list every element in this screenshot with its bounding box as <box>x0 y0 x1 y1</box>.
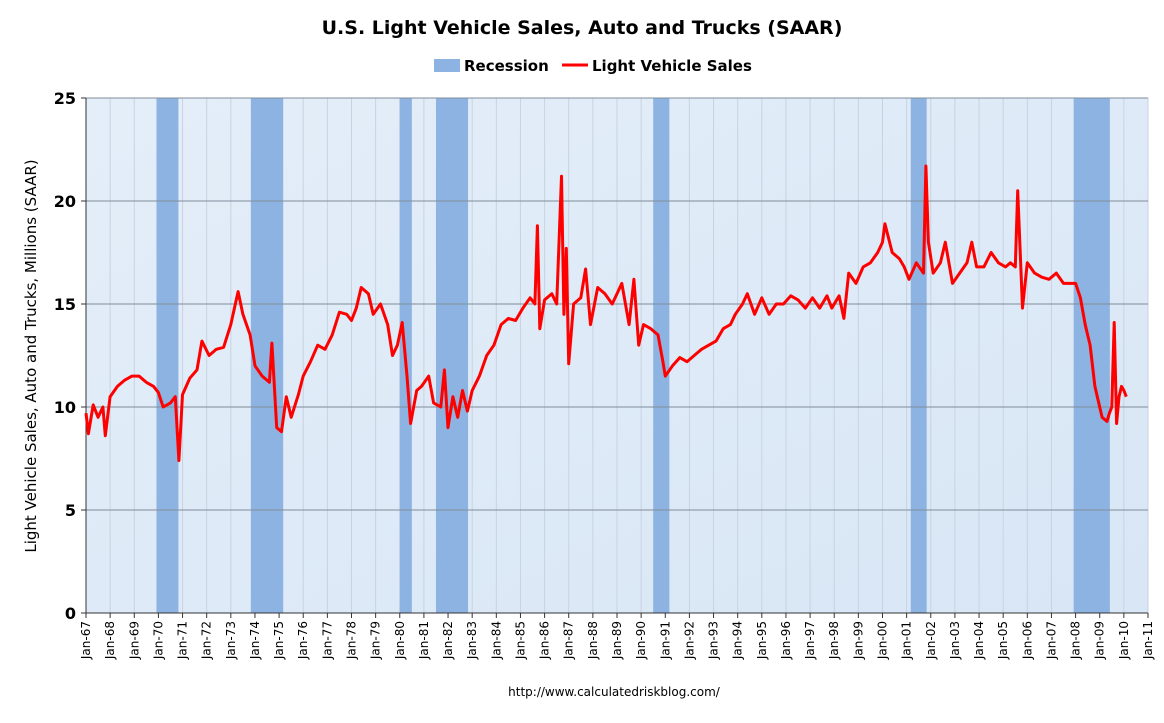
x-tick-label: Jan-70 <box>151 621 165 660</box>
recession-band <box>910 98 927 613</box>
x-tick-label: Jan-72 <box>200 621 214 660</box>
legend-label: Recession <box>464 57 549 75</box>
x-tick-label: Jan-74 <box>248 621 262 660</box>
source: http://www.calculatedriskblog.com/ <box>508 685 721 699</box>
x-tick-label: Jan-04 <box>972 621 986 660</box>
x-tick-label: Jan-87 <box>562 621 576 660</box>
x-tick-label: Jan-84 <box>489 621 503 660</box>
x-tick-label: Jan-96 <box>779 621 793 660</box>
x-tick-label: Jan-88 <box>586 621 600 660</box>
x-tick-label: Jan-95 <box>755 621 769 660</box>
recession-band <box>250 98 284 613</box>
x-tick-label: Jan-83 <box>465 621 479 660</box>
y-tick-label: 10 <box>54 398 76 417</box>
x-tick-label: Jan-93 <box>707 621 721 660</box>
x-tick-label: Jan-80 <box>393 621 407 660</box>
x-tick-label: Jan-71 <box>176 621 190 660</box>
x-tick-label: Jan-00 <box>876 621 890 660</box>
x-tick-label: Jan-01 <box>900 621 914 660</box>
x-tick-label: Jan-67 <box>79 621 93 660</box>
x-tick-label: Jan-06 <box>1020 621 1034 660</box>
y-tick-label: 25 <box>54 89 76 108</box>
y-tick-label: 15 <box>54 295 76 314</box>
series-line <box>84 164 1128 463</box>
x-tick-label: Jan-82 <box>441 621 455 660</box>
recession-band <box>156 98 179 613</box>
x-tick-label: Jan-91 <box>658 621 672 660</box>
y-tick-label: 0 <box>65 604 76 623</box>
x-tick-label: Jan-86 <box>538 621 552 660</box>
x-tick-label: Jan-09 <box>1093 621 1107 660</box>
x-tick-label: Jan-75 <box>272 621 286 660</box>
x-tick-label: Jan-02 <box>924 621 938 660</box>
x-tick-label: Jan-78 <box>345 621 359 660</box>
x-tick-label: Jan-97 <box>803 621 817 660</box>
x-tick-label: Jan-03 <box>948 621 962 660</box>
x-tick-label: Jan-85 <box>513 621 527 660</box>
x-tick-label: Jan-90 <box>634 621 648 660</box>
x-tick-label: Jan-68 <box>103 621 117 660</box>
x-tick-label: Jan-81 <box>417 621 431 660</box>
y-tick-label: 20 <box>54 192 76 211</box>
legend-label: Light Vehicle Sales <box>592 57 752 75</box>
chart-title: U.S. Light Vehicle Sales, Auto and Truck… <box>322 17 843 39</box>
x-tick-label: Jan-76 <box>296 621 310 660</box>
x-tick-label: Jan-08 <box>1069 621 1083 660</box>
x-tick-label: Jan-07 <box>1044 621 1058 660</box>
x-tick-label: Jan-77 <box>320 621 334 660</box>
y-tick-label: 5 <box>65 501 76 520</box>
x-tick-label: Jan-11 <box>1141 621 1155 660</box>
x-tick-label: Jan-79 <box>369 621 383 660</box>
y-axis-label: Light Vehicle Sales, Auto and Trucks, Mi… <box>22 159 40 552</box>
x-tick-label: Jan-92 <box>682 621 696 660</box>
x-tick-label: Jan-69 <box>127 621 141 660</box>
legend-swatch <box>434 59 460 72</box>
recession-band <box>435 98 469 613</box>
x-tick-label: Jan-10 <box>1117 621 1131 660</box>
x-tick-label: Jan-05 <box>996 621 1010 660</box>
x-tick-label: Jan-73 <box>224 621 238 660</box>
x-tick-label: Jan-89 <box>610 621 624 660</box>
x-tick-label: Jan-98 <box>827 621 841 660</box>
x-tick-label: Jan-94 <box>731 621 745 660</box>
x-tick-label: Jan-99 <box>851 621 865 660</box>
